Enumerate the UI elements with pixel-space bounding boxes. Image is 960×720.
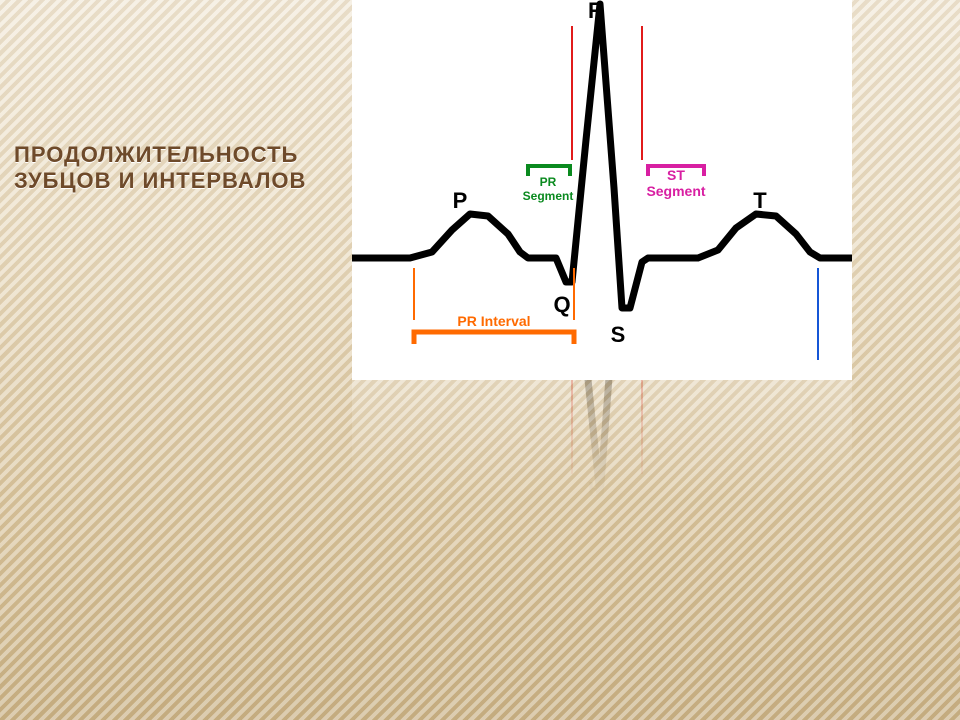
st-segment-label: ST bbox=[667, 167, 685, 183]
wave-label-q: Q bbox=[553, 292, 570, 317]
pr-interval bbox=[414, 332, 574, 344]
slide: ПРОДОЛЖИТЕЛЬНОСТЬ ЗУБЦОВ И ИНТЕРВАЛОВ PR… bbox=[0, 0, 960, 720]
wave-label-t: T bbox=[753, 188, 767, 213]
title-line-2: ЗУБЦОВ И ИНТЕРВАЛОВ bbox=[14, 168, 306, 193]
pr-segment-label2: Segment bbox=[523, 189, 574, 203]
ecg-diagram: PRSegmentSTSegmentPR IntervalPQRST bbox=[352, 0, 852, 380]
wave-label-p: P bbox=[453, 188, 468, 213]
pr-interval-label: PR Interval bbox=[457, 313, 530, 329]
slide-title: ПРОДОЛЖИТЕЛЬНОСТЬ ЗУБЦОВ И ИНТЕРВАЛОВ bbox=[14, 142, 306, 195]
wave-label-s: S bbox=[611, 322, 626, 347]
ecg-diagram-reflection: PRSegmentSTSegmentPR IntervalPQRST bbox=[352, 380, 852, 500]
ecg-waveform bbox=[352, 4, 852, 308]
st-segment-label2: Segment bbox=[646, 183, 705, 199]
ecg-panel-reflection: PRSegmentSTSegmentPR IntervalPQRST bbox=[352, 380, 852, 500]
wave-label-r: R bbox=[588, 0, 604, 23]
wave-label-r: R bbox=[588, 477, 604, 500]
ecg-panel: PRSegmentSTSegmentPR IntervalPQRST bbox=[352, 0, 852, 380]
title-line-1: ПРОДОЛЖИТЕЛЬНОСТЬ bbox=[14, 142, 298, 167]
pr-segment-label: PR bbox=[540, 175, 557, 189]
